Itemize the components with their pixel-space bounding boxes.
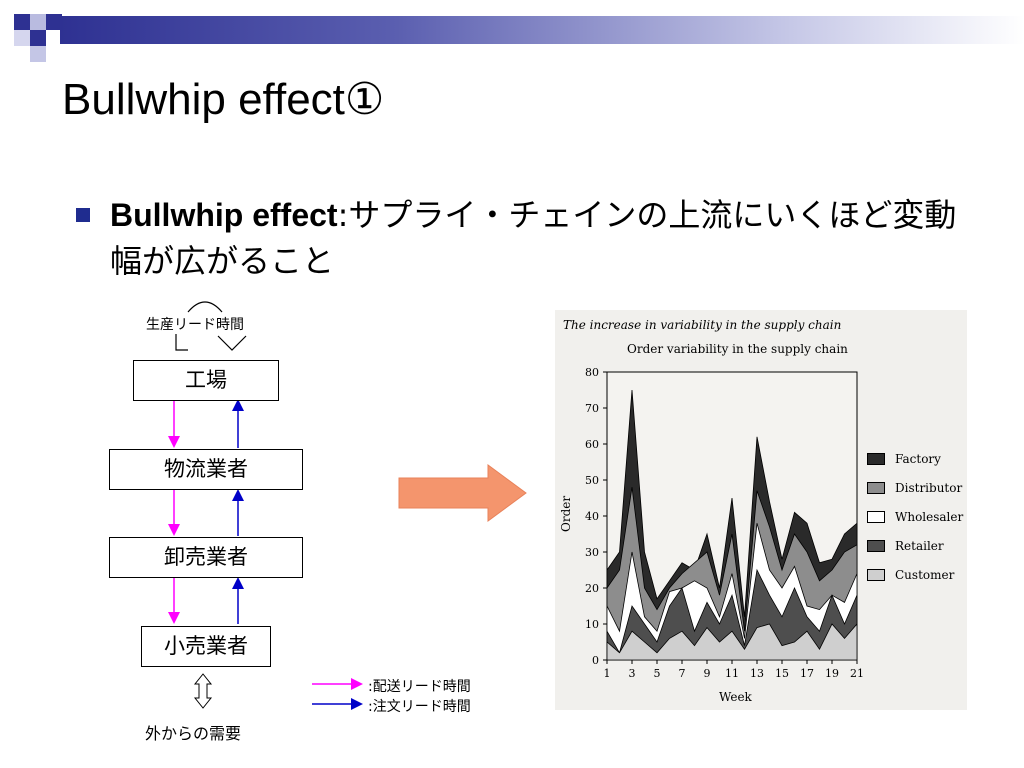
x-tick-label: 21 (850, 667, 864, 680)
loop-arc-top (187, 301, 223, 313)
stage-retailer: 小売業者 (141, 626, 271, 667)
stage-wholesaler: 卸売業者 (109, 537, 303, 578)
corner-square-light-2 (30, 30, 46, 46)
corner-square-dark-2 (46, 14, 62, 30)
bullet-text: Bullwhip effect:サプライ・チェインの上流にいくほど変動幅が広がる… (110, 192, 980, 284)
bullet-description: :サプライ・チェインの上流にいくほど変動幅が広がること (110, 196, 957, 280)
legend-swatch (867, 481, 885, 494)
bullet-term: Bullwhip effect (110, 197, 338, 233)
legend-label: Distributor (895, 480, 963, 495)
x-tick-label: 3 (629, 667, 636, 680)
legend-item-wholesaler: Wholesaler (867, 502, 963, 531)
transition-arrow (398, 464, 527, 522)
legend-swatch (867, 568, 885, 581)
y-tick-label: 10 (585, 618, 599, 631)
right-arrow-icon (398, 464, 527, 522)
chart-legend: Factory Distributor Wholesaler Retailer Cust… (867, 444, 963, 589)
loop-left-bracket (175, 334, 188, 351)
corner-square-light-1 (30, 14, 46, 30)
legend-swatch (867, 510, 885, 523)
legend-item-retailer: Retailer (867, 531, 963, 560)
legend-label: Factory (895, 451, 941, 466)
series-area-customer (606, 622, 858, 661)
chart-image: The increase in variability in the suppl… (555, 310, 967, 710)
legend-label: Retailer (895, 538, 944, 553)
corner-square-light-4 (30, 46, 46, 62)
legend-item-distributor: Distributor (867, 473, 963, 502)
chart-caption: The increase in variability in the suppl… (563, 318, 842, 332)
legend-order-label: :注文リード時間 (368, 699, 471, 715)
x-tick-label: 9 (704, 667, 711, 680)
x-tick-label: 17 (800, 667, 814, 680)
y-tick-label: 20 (585, 582, 599, 595)
external-demand-label: 外からの需要 (145, 724, 242, 743)
x-tick-label: 7 (679, 667, 686, 680)
corner-square-dark-1 (14, 14, 30, 30)
supply-chain-diagram (168, 301, 363, 710)
legend-item-customer: Customer (867, 560, 963, 589)
legend-label: Customer (895, 567, 955, 582)
x-tick-label: 11 (725, 667, 739, 680)
legend-swatch (867, 539, 885, 552)
y-tick-label: 30 (585, 546, 599, 559)
corner-square-light-3 (14, 30, 30, 46)
legend-delivery-label: :配送リード時間 (368, 679, 471, 695)
y-tick-label: 0 (592, 654, 599, 667)
y-tick-label: 70 (585, 402, 599, 415)
x-tick-label: 1 (604, 667, 611, 680)
slide-title: Bullwhip effect① (62, 75, 385, 124)
chart-title: Order variability in the supply chain (627, 342, 848, 356)
header-gradient-bar (60, 16, 1024, 44)
legend-swatch (867, 452, 885, 465)
x-tick-label: 5 (654, 667, 661, 680)
legend-label: Wholesaler (895, 509, 964, 524)
bullet-marker (76, 208, 90, 222)
legend-item-factory: Factory (867, 444, 963, 473)
y-tick-label: 60 (585, 438, 599, 451)
stage-logistics: 物流業者 (109, 449, 303, 490)
loop-right-chevron (217, 335, 247, 351)
series-area-retailer (606, 568, 858, 661)
x-tick-label: 13 (750, 667, 764, 680)
x-axis-label: Week (719, 690, 752, 704)
y-tick-label: 50 (585, 474, 599, 487)
x-tick-label: 19 (825, 667, 839, 680)
production-lead-time-label: 生産リード時間 (146, 317, 244, 333)
y-tick-label: 40 (585, 510, 599, 523)
double-arrow-icon (193, 673, 213, 709)
x-tick-label: 15 (775, 667, 789, 680)
stage-factory: 工場 (133, 360, 279, 401)
y-tick-label: 80 (585, 366, 599, 379)
